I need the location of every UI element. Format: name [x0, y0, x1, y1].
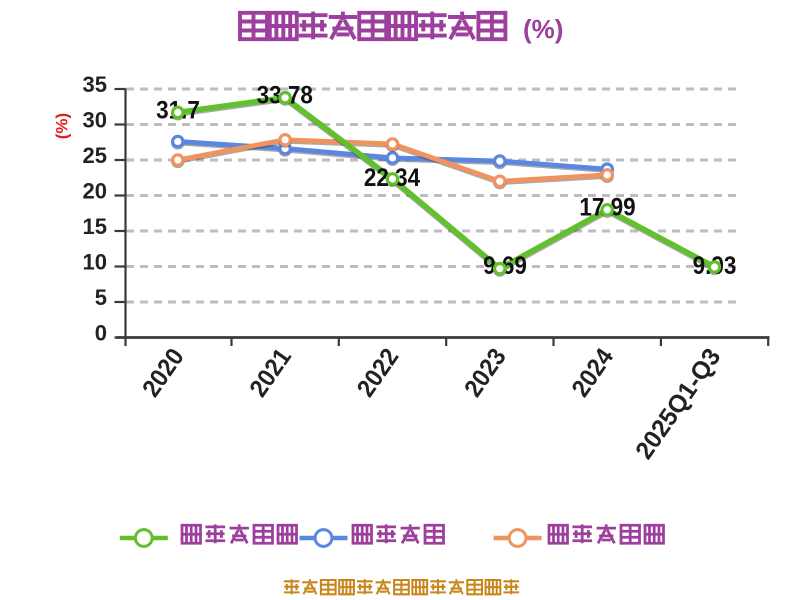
svg-text:30: 30	[83, 108, 107, 133]
svg-text:0: 0	[95, 321, 107, 346]
svg-text:35: 35	[83, 72, 107, 97]
svg-text:25: 25	[83, 143, 107, 168]
svg-text:10: 10	[83, 250, 107, 275]
svg-text:15: 15	[83, 214, 107, 239]
svg-text:(%): (%)	[523, 14, 563, 44]
svg-text:5: 5	[95, 285, 107, 310]
svg-text:20: 20	[83, 179, 107, 204]
svg-text:(%): (%)	[53, 113, 72, 139]
